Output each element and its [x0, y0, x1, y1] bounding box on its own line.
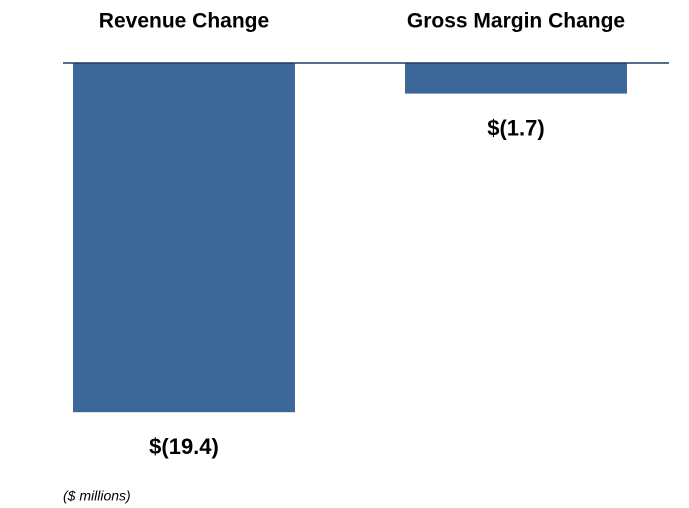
- bar: [405, 63, 627, 94]
- unit-note: ($ millions): [63, 488, 131, 504]
- category-label: Gross Margin Change: [407, 10, 625, 33]
- value-label: $(19.4): [149, 434, 219, 459]
- value-label: $(1.7): [487, 115, 544, 140]
- category-label: Revenue Change: [99, 10, 269, 33]
- bar: [73, 63, 295, 413]
